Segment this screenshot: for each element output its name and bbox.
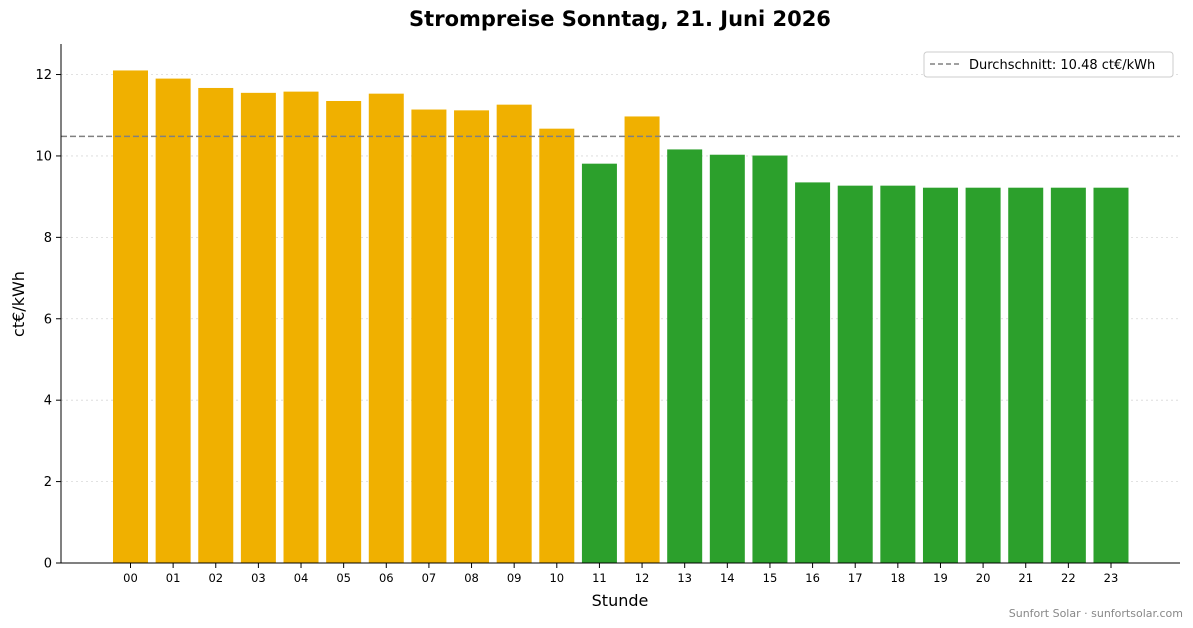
x-tick-label-17: 17 [848, 571, 863, 585]
x-tick-label-01: 01 [166, 571, 181, 585]
bar-03 [240, 92, 276, 564]
bar-23 [1093, 187, 1129, 563]
axes [60, 44, 1180, 564]
y-tick-label: 10 [35, 149, 52, 164]
bar-19 [922, 187, 958, 563]
bar-01 [155, 78, 191, 563]
bar-22 [1050, 187, 1086, 563]
y-tick-label: 0 [44, 557, 52, 572]
bar-05 [326, 100, 362, 564]
bar-00 [113, 70, 148, 563]
x-tick-label-13: 13 [677, 571, 692, 585]
bar-21 [1008, 187, 1044, 563]
x-tick-label-02: 02 [208, 571, 223, 585]
bar-16 [795, 182, 831, 563]
x-tick-label-14: 14 [720, 571, 735, 585]
bar-17 [837, 185, 873, 563]
y-tick-label: 2 [44, 475, 52, 490]
x-tick-label-21: 21 [1018, 571, 1033, 585]
x-tick-label-07: 07 [422, 571, 437, 585]
bars [113, 70, 1129, 564]
bar-02 [198, 87, 234, 564]
bar-08 [454, 110, 490, 563]
x-tick-label-11: 11 [592, 571, 607, 585]
chart-title: Strompreise Sonntag, 21. Juni 2026 [409, 7, 831, 31]
bar-07 [411, 109, 447, 563]
bar-09 [496, 104, 532, 563]
y-axis-label: ct€/kWh [9, 271, 28, 337]
bar-04 [283, 91, 319, 563]
bar-18 [880, 185, 916, 563]
legend-box [923, 51, 1174, 78]
bar-12 [624, 116, 660, 563]
x-ticks: 00 01 02 03 04 05 06 07 08 09 10 11 12 13 14 15 16 17 18 19… [123, 563, 1118, 585]
bar-10 [539, 128, 575, 564]
bar-20 [965, 187, 1001, 563]
x-tick-label-22: 22 [1061, 571, 1076, 585]
y-ticks: 0 2 4 6 8 10 12 [35, 68, 61, 572]
x-tick-label-19: 19 [933, 571, 948, 585]
bar-15 [752, 155, 788, 563]
x-tick-label-16: 16 [805, 571, 820, 585]
y-tick-label: 12 [35, 68, 52, 83]
legend-average-label: Durchschnitt: 10.48 ct€/kWh [969, 58, 1155, 73]
y-tick-label: 4 [44, 394, 52, 409]
y-tick-label: 6 [44, 312, 52, 327]
x-tick-label-04: 04 [294, 571, 309, 585]
x-tick-label-10: 10 [549, 571, 564, 585]
x-tick-label-06: 06 [379, 571, 394, 585]
x-tick-label-05: 05 [336, 571, 351, 585]
legend: Durchschnitt: 10.48 ct€/kWh [923, 51, 1174, 78]
x-tick-label-09: 09 [507, 571, 522, 585]
x-tick-label-03: 03 [251, 571, 266, 585]
x-tick-label-08: 08 [464, 571, 479, 585]
bar-06 [368, 93, 404, 563]
x-tick-label-12: 12 [635, 571, 650, 585]
bar-14 [709, 154, 745, 563]
x-tick-label-20: 20 [976, 571, 991, 585]
x-tick-label-18: 18 [891, 571, 906, 585]
bar-11 [581, 163, 617, 563]
bar-13 [667, 149, 703, 564]
x-tick-label-15: 15 [763, 571, 778, 585]
footer-credit: Sunfort Solar · sunfortsolar.com [1009, 607, 1183, 620]
x-axis-label: Stunde [592, 591, 649, 610]
y-tick-label: 8 [44, 231, 52, 246]
x-tick-label-23: 23 [1104, 571, 1119, 585]
x-tick-label-00: 00 [123, 571, 138, 585]
